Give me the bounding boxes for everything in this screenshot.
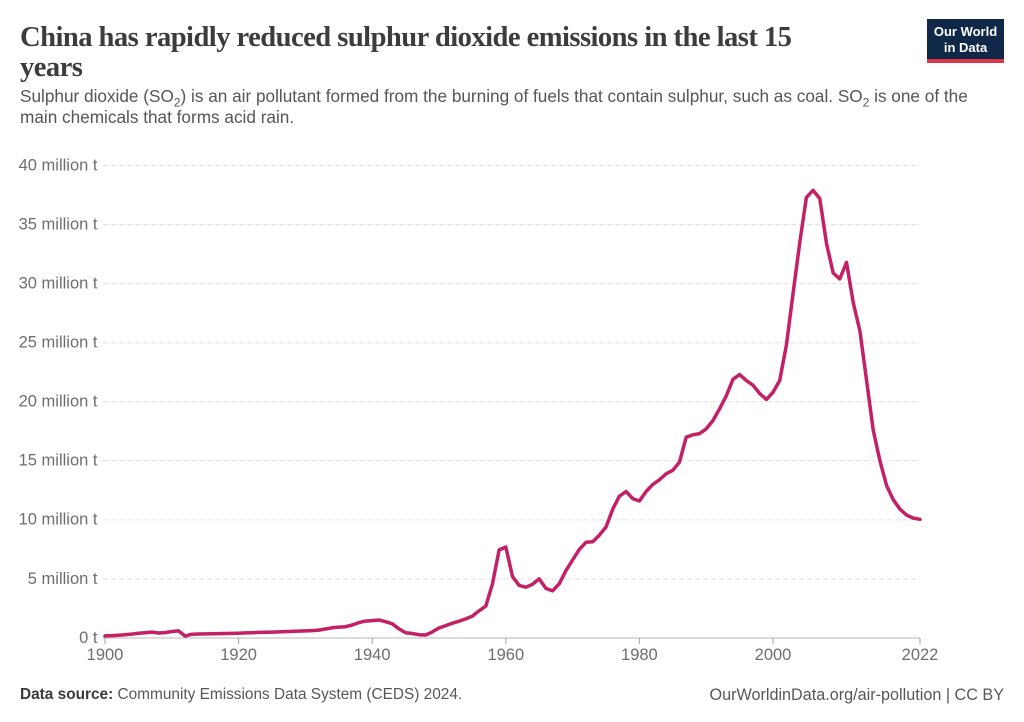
svg-text:0 t: 0 t (79, 629, 98, 647)
svg-text:15 million t: 15 million t (19, 452, 98, 470)
svg-text:40 million t: 40 million t (19, 156, 98, 174)
svg-text:1900: 1900 (87, 646, 124, 664)
svg-text:1920: 1920 (220, 646, 257, 664)
svg-text:30 million t: 30 million t (19, 274, 98, 292)
svg-text:1960: 1960 (487, 646, 524, 664)
svg-text:25 million t: 25 million t (19, 334, 98, 352)
svg-text:5 million t: 5 million t (28, 570, 98, 588)
svg-text:2022: 2022 (902, 646, 939, 664)
svg-text:35 million t: 35 million t (19, 215, 98, 233)
svg-text:2000: 2000 (755, 646, 792, 664)
svg-text:20 million t: 20 million t (19, 393, 98, 411)
svg-text:1940: 1940 (354, 646, 391, 664)
svg-text:10 million t: 10 million t (19, 511, 98, 529)
svg-text:1980: 1980 (621, 646, 658, 664)
